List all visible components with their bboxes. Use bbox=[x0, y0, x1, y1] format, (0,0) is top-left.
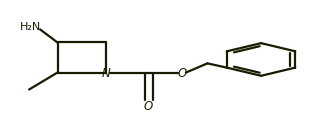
Text: O: O bbox=[177, 67, 186, 80]
Text: N: N bbox=[102, 67, 111, 80]
Text: H₂N: H₂N bbox=[20, 22, 41, 32]
Text: O: O bbox=[144, 100, 153, 113]
